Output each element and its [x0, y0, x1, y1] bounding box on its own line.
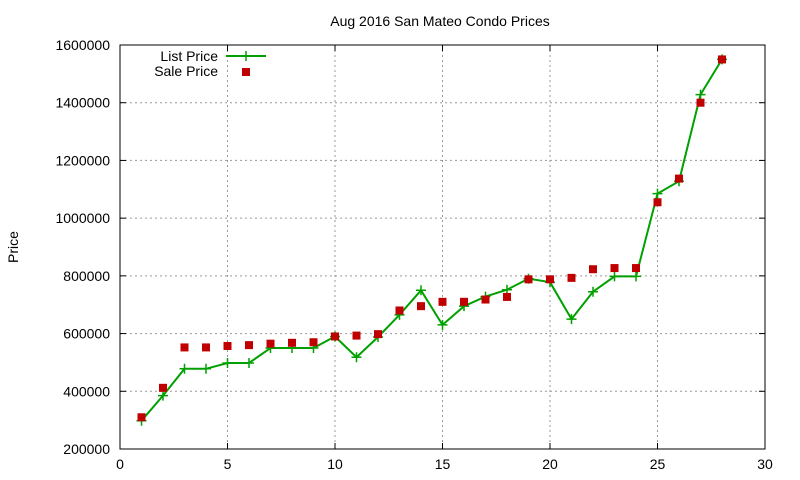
- legend-marker-sale-price: [242, 68, 250, 76]
- list-price-point: [631, 271, 641, 282]
- sale-price-point: [266, 339, 275, 348]
- legend-label-sale-price: Sale Price: [154, 63, 218, 79]
- sale-price-point: [352, 331, 361, 340]
- sale-price-point: [632, 264, 640, 273]
- list-price-point: [201, 363, 211, 374]
- y-tick-label: 1200000: [55, 152, 110, 168]
- chart-title: Aug 2016 San Mateo Condo Prices: [330, 13, 549, 29]
- sale-price-point: [159, 383, 167, 392]
- sale-price-point: [245, 341, 253, 350]
- sale-price-point: [653, 198, 662, 207]
- sale-price-point: [460, 297, 468, 306]
- sale-price-point: [417, 302, 425, 311]
- x-tick-label: 10: [327, 456, 343, 472]
- x-tick-label: 5: [224, 456, 232, 472]
- sale-price-point: [331, 332, 339, 341]
- y-tick-label: 200000: [63, 441, 110, 457]
- series: [136, 54, 727, 426]
- list-price-point: [179, 363, 190, 374]
- sale-price-point: [675, 174, 683, 183]
- sale-price-point: [696, 98, 705, 107]
- list-price-point: [158, 390, 168, 401]
- list-price-point: [566, 314, 577, 325]
- list-price-point: [588, 286, 598, 297]
- sale-price-point: [718, 55, 726, 64]
- list-price-point: [244, 358, 254, 369]
- y-tick-label: 1400000: [55, 95, 110, 111]
- sale-price-point: [503, 292, 511, 301]
- sale-price-point: [395, 306, 404, 315]
- sale-price-point: [137, 413, 146, 422]
- x-tick-label: 25: [650, 456, 666, 472]
- sale-price-point: [567, 273, 576, 282]
- legend: List Price Sale Price: [154, 48, 266, 79]
- list-price-point: [695, 89, 706, 100]
- sale-price-point: [288, 338, 296, 347]
- sale-price-point: [438, 297, 447, 306]
- sale-price-point: [202, 343, 210, 352]
- x-tick-label: 0: [116, 456, 124, 472]
- list-price-point: [222, 358, 233, 369]
- list-price-line: [140, 58, 723, 422]
- list-price-point: [437, 319, 448, 330]
- legend-label-list-price: List Price: [160, 48, 218, 64]
- sale-price-point: [481, 295, 490, 304]
- y-tick-label: 800000: [63, 268, 110, 284]
- legend-marker-list-price: [241, 51, 251, 61]
- grid: [120, 45, 765, 449]
- list-price-point: [652, 188, 663, 199]
- list-price-point: [609, 271, 620, 282]
- sale-price-point: [309, 338, 318, 347]
- sale-price-point: [223, 341, 232, 350]
- sale-price-point: [610, 264, 619, 273]
- y-tick-label: 1600000: [55, 37, 110, 53]
- x-tick-label: 15: [435, 456, 451, 472]
- sale-price-point: [589, 265, 597, 274]
- plot-frame: [119, 44, 766, 450]
- sale-price-point: [374, 330, 382, 339]
- list-price-point: [351, 352, 362, 363]
- sale-price-point: [180, 343, 189, 352]
- x-tick-label: 30: [757, 456, 773, 472]
- y-tick-label: 1000000: [55, 210, 110, 226]
- sale-price-point: [524, 275, 533, 284]
- y-tick-label: 600000: [63, 326, 110, 342]
- y-axis-label: Price: [5, 231, 21, 263]
- list-price-point: [416, 285, 426, 296]
- y-tick-label: 400000: [63, 383, 110, 399]
- x-tick-label: 20: [542, 456, 558, 472]
- sale-price-point: [546, 275, 554, 284]
